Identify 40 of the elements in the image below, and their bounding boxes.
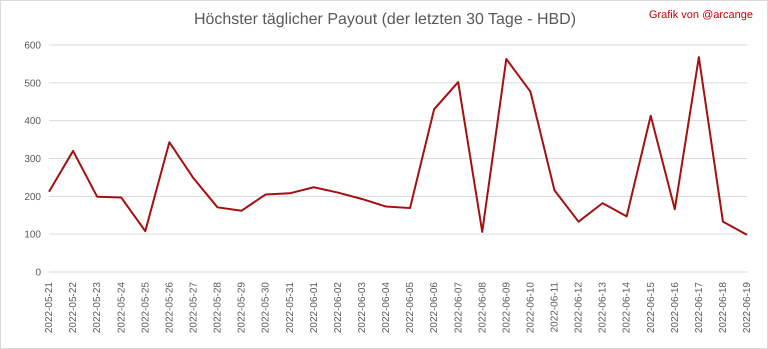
y-tick-label: 200 [24,192,42,203]
x-tick-label: 2022-06-10 [525,282,536,334]
x-tick-label: 2022-06-19 [742,282,754,334]
x-tick-label: 2022-05-24 [116,282,128,334]
x-tick-label: 2022-05-30 [260,282,272,334]
x-tick-label: 2022-05-31 [284,282,296,334]
x-tick-label: 2022-05-26 [164,282,176,334]
y-tick-label: 500 [24,78,42,90]
x-tick-label: 2022-05-29 [236,282,248,334]
x-tick-label: 2022-06-09 [501,282,512,334]
y-tick-label: 300 [24,154,42,166]
x-tick-label: 2022-06-11 [550,282,561,332]
x-tick-label: 2022-05-21 [44,282,56,334]
x-tick-label: 2022-06-13 [598,282,609,334]
x-tick-label: 2022-05-23 [92,282,104,334]
x-tick-label: 2022-05-27 [188,282,200,334]
x-tick-label: 2022-06-14 [622,282,633,334]
x-tick-label: 2022-06-05 [405,282,416,334]
y-tick-label: 400 [24,116,42,128]
x-tick-label: 2022-06-08 [477,282,488,334]
text: Grafik von @arcange [648,9,753,21]
x-tick-label: 2022-05-25 [140,282,152,334]
line-series [48,56,748,236]
x-tick-label: 2022-06-16 [670,282,681,334]
x-tick-label: 2022-06-07 [453,282,464,334]
x-tick-label: 2022-06-12 [574,282,585,334]
x-tick-label: 2022-06-04 [381,282,392,334]
y-tick-label: 600 [24,40,42,52]
x-tick-label: 2022-06-17 [694,282,705,334]
x-tick-label: 2022-05-22 [68,282,80,334]
x-tick-label: 2022-06-01 [308,282,320,334]
x-tick-label: 2022-06-06 [429,282,440,334]
x-tick-label: 2022-05-28 [212,282,224,334]
x-tick-label: 2022-06-18 [718,282,730,334]
x-tick-label: 2022-06-02 [332,282,344,334]
x-tick-label: 2022-06-15 [646,282,657,334]
chart-title: Höchster täglicher Payout (der letzten 30 Tage - HBD) [194,11,576,28]
x-tick-label: 2022-06-03 [356,282,368,334]
y-tick-label: 100 [24,230,42,241]
y-tick-label: 0 [35,268,42,279]
